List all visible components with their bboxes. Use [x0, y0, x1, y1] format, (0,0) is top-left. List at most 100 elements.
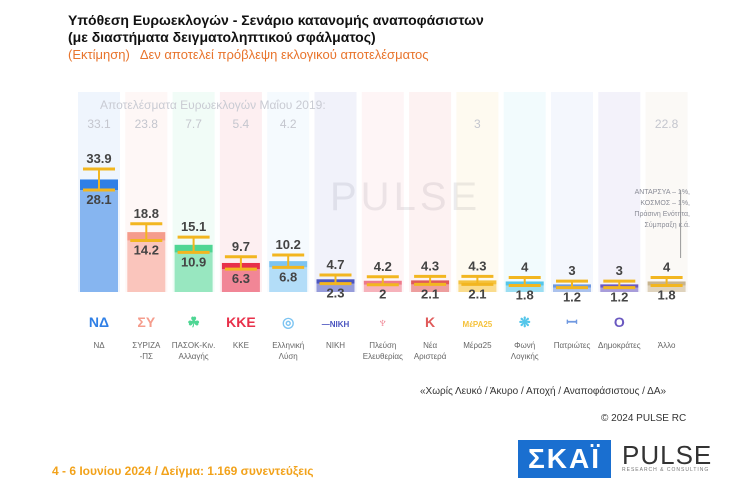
party-label: Αλλαγής — [179, 352, 209, 361]
column-background — [598, 92, 641, 292]
bar-low — [458, 284, 497, 292]
subtitle: (Εκτίμηση) Δεν αποτελεί πρόβλεψη εκλογικο… — [68, 47, 439, 62]
pulse-tagline: RESEARCH & CONSULTING — [622, 467, 710, 473]
bar-low — [127, 240, 166, 292]
chart-title: Υπόθεση Ευρωεκλογών - Σενάριο κατανομής … — [68, 12, 484, 46]
bar-low — [505, 285, 544, 292]
bar-low — [553, 287, 591, 292]
low-value-label: 1.2 — [563, 290, 581, 305]
low-value-label: 28.1 — [86, 192, 111, 207]
bar-low — [174, 252, 213, 292]
result-2019-label: 4.2 — [280, 117, 297, 131]
bar-low — [647, 285, 686, 292]
title-line-1: Υπόθεση Ευρωεκλογών - Σενάριο κατανομής … — [68, 12, 484, 28]
party-label: Ελευθερίας — [363, 352, 403, 361]
party-logo-icon: Κ — [425, 314, 435, 330]
reference-label: Αποτελέσματα Ευρωεκλογών Μαΐου 2019: — [100, 98, 326, 112]
column-background — [409, 92, 452, 292]
high-value-label: 10.2 — [276, 237, 301, 252]
party-logo-icon: —ΝΙΚΗ — [322, 320, 350, 329]
low-value-label: 2 — [379, 287, 386, 302]
party-label: Φωνή — [514, 341, 535, 350]
high-value-label: 4 — [663, 259, 671, 274]
result-2019-label: 7.7 — [185, 117, 202, 131]
high-value-label: 4.2 — [374, 259, 392, 274]
party-label: Νέα — [423, 341, 437, 350]
bar-low — [363, 284, 402, 292]
note-line: Πράσινη Ενότητα, — [634, 211, 690, 218]
high-value-label: 3 — [616, 263, 623, 278]
result-2019-label: 5.4 — [233, 117, 250, 131]
result-2019-label: 22.8 — [655, 117, 679, 131]
note-line: ΚΟΣΜΟΣ – 1%, — [640, 200, 690, 207]
column-background — [314, 92, 357, 292]
high-value-label: 3 — [568, 263, 575, 278]
high-value-label: 4.3 — [421, 258, 439, 273]
party-logo-icon: ◎ — [282, 314, 294, 330]
column-background — [503, 92, 546, 292]
note-line: ΑΝΤΑΡΣΥΑ – 1%, — [634, 189, 690, 196]
high-value-label: 33.9 — [86, 151, 111, 166]
low-value-label: 14.2 — [134, 242, 159, 257]
bar-low — [600, 287, 639, 292]
low-value-label: 10.9 — [181, 254, 206, 269]
pulse-logo-text: PULSE — [622, 440, 713, 470]
party-label: ΝΙΚΗ — [326, 341, 345, 350]
party-label: Αριστερά — [414, 352, 447, 361]
party-logo-icon: ☘ — [187, 314, 200, 330]
copyright: © 2024 PULSE RC — [601, 413, 687, 424]
party-label: -ΠΣ — [140, 352, 153, 361]
bar-low — [316, 283, 355, 292]
high-value-label: 4.7 — [326, 257, 344, 272]
low-value-label: 1.2 — [610, 290, 628, 305]
result-2019-label: 3 — [474, 117, 481, 131]
footnote: «Χωρίς Λευκό / Άκυρο / Αποχή / Αναποφάσι… — [420, 386, 667, 397]
party-logo-icon: ΣΥ — [137, 314, 155, 330]
party-label: ΠΑΣΟΚ-Κιν. — [172, 341, 216, 350]
party-logo-icon: ❋ — [519, 314, 531, 330]
pulse-logo: PULSE RESEARCH & CONSULTING — [622, 440, 712, 473]
column-background — [361, 92, 404, 292]
result-2019-label: 23.8 — [135, 117, 159, 131]
low-value-label: 1.8 — [516, 287, 534, 302]
high-value-label: 4 — [521, 259, 529, 274]
low-value-label: 6.3 — [232, 271, 250, 286]
party-logo-icon: ΝΔ — [89, 314, 109, 330]
party-label: Δημοκράτες — [598, 341, 641, 350]
party-logo-icon: ♆ — [378, 314, 389, 330]
skai-logo: ΣΚΑΪ — [518, 440, 611, 478]
high-value-label: 15.1 — [181, 219, 206, 234]
low-value-label: 1.8 — [658, 287, 676, 302]
high-value-label: 4.3 — [468, 258, 486, 273]
bar-chart: 33.1 33.9 28.1 ΝΔ ΝΔ 23.8 18.8 14.2 ΣΥ ΣΥΡΙΖΑ -ΠΣ 7… — [78, 92, 688, 361]
low-value-label: 2.1 — [468, 286, 486, 301]
low-value-label: 6.8 — [279, 269, 297, 284]
party-label: Μέρα25 — [463, 341, 492, 350]
party-label: Λογικής — [511, 352, 539, 361]
subtitle-tag: (Εκτίμηση) — [68, 47, 130, 62]
party-logo-icon: ΚΚΕ — [226, 314, 256, 330]
party-logo-icon: ꟷ — [566, 314, 577, 330]
party-label: Λύση — [279, 352, 298, 361]
subtitle-note: Δεν αποτελεί πρόβλεψη εκλογικού αποτελέσ… — [139, 47, 429, 62]
low-value-label: 2.3 — [326, 286, 344, 301]
title-line-2: (με διαστήματα δειγματοληπτικού σφάλματο… — [68, 29, 376, 45]
column-background — [551, 92, 593, 292]
party-logo-icon: O — [614, 314, 625, 330]
other-parties-note: ΑΝΤΑΡΣΥΑ – 1%, ΚΟΣΜΟΣ – 1%, Πράσινη Ενότ… — [600, 187, 690, 231]
high-value-label: 18.8 — [134, 206, 159, 221]
party-label: Πλεύση — [369, 341, 396, 350]
party-label: ΚΚΕ — [233, 341, 249, 350]
result-2019-label: 33.1 — [87, 117, 111, 131]
bar-low — [411, 284, 450, 292]
party-label: Άλλο — [658, 341, 676, 350]
party-label: Πατριώτες — [554, 341, 591, 350]
watermark: PULSE — [330, 175, 482, 219]
bar-low — [269, 267, 308, 292]
note-line: Σύμπραξη κ.ά. — [644, 222, 690, 229]
bar-low — [221, 269, 260, 292]
low-value-label: 2.1 — [421, 286, 439, 301]
party-logo-icon: ΜέΡΑ25 — [463, 320, 493, 329]
column-background — [456, 92, 499, 292]
high-value-label: 9.7 — [232, 239, 250, 254]
